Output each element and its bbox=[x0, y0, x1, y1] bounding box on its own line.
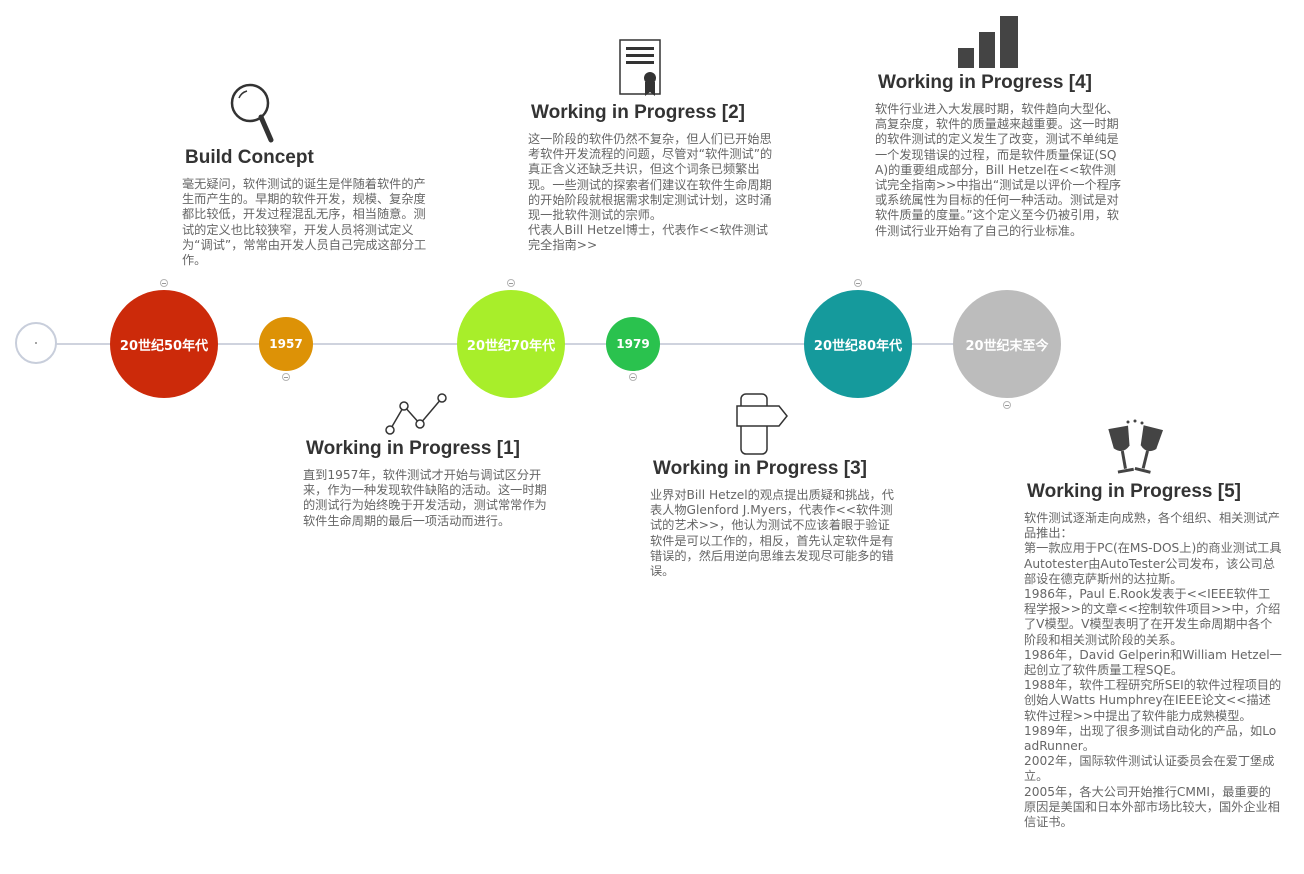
signpost-icon bbox=[736, 393, 788, 455]
certificate-icon bbox=[619, 39, 661, 96]
node-label: 1957 bbox=[269, 337, 303, 351]
card-text: 业界对Bill Hetzel的观点提出质疑和挑战，代表人物Glenford J.… bbox=[650, 488, 894, 579]
collapse-toggle-1957[interactable] bbox=[282, 373, 290, 381]
champagne-icon bbox=[1108, 419, 1164, 474]
card-text-line: 第一款应用于PC(在MS-DOS上)的商业测试工具Autotester由Auto… bbox=[1024, 541, 1282, 586]
card-title: Working in Progress [1] bbox=[306, 438, 520, 459]
line-chart-icon bbox=[385, 393, 447, 435]
collapse-toggle-1980s[interactable] bbox=[854, 279, 862, 287]
node-label: 20世纪80年代 bbox=[813, 338, 903, 354]
card-text-line: 1989年，出现了很多测试自动化的产品，如LoadRunner。 bbox=[1024, 723, 1277, 754]
card-text-line: 软件测试逐渐走向成熟，各个组织、相关测试产品推出： bbox=[1024, 511, 1280, 541]
card-wip-1: Working in Progress [1] 直到1957年，软件测试才开始与… bbox=[303, 438, 547, 529]
card-title: Working in Progress [2] bbox=[531, 102, 745, 123]
timeline-node-1957[interactable]: 1957 bbox=[259, 317, 313, 371]
card-text-representative: 代表人Bill Hetzel博士，代表作<<软件测试完全指南>> bbox=[528, 223, 768, 253]
timeline-start-dot bbox=[35, 342, 37, 344]
card-title: Working in Progress [4] bbox=[878, 72, 1092, 93]
card-text: 这一阶段的软件仍然不复杂，但人们已开始思考软件开发流程的问题，尽管对“软件测试”… bbox=[528, 132, 773, 223]
timeline-node-1970s[interactable]: 20世纪70年代 bbox=[457, 290, 565, 398]
collapse-toggle-1979[interactable] bbox=[629, 373, 637, 381]
card-text-line: 2005年，各大公司开始推行CMMI，最重要的原因是美国和日本外部市场比较大，国… bbox=[1024, 784, 1280, 830]
timeline-node-1950s[interactable]: 20世纪50年代 bbox=[110, 290, 218, 398]
card-text-line: 1986年，David Gelperin和William Hetzel一起创立了… bbox=[1024, 647, 1282, 678]
timeline-node-1979[interactable]: 1979 bbox=[606, 317, 660, 371]
timeline-node-late-century[interactable]: 20世纪末至今 bbox=[953, 290, 1061, 398]
card-text-line: 2002年，国际软件测试认证委员会在爱丁堡成立。 bbox=[1024, 754, 1275, 784]
timeline-node-1980s[interactable]: 20世纪80年代 bbox=[804, 290, 912, 398]
card-title: Working in Progress [3] bbox=[653, 458, 867, 479]
card-text: 毫无疑问，软件测试的诞生是伴随着软件的产生而产生的。早期的软件开发，规模、复杂度… bbox=[182, 177, 427, 268]
collapse-toggle-1950s[interactable] bbox=[160, 279, 168, 287]
node-label: 1979 bbox=[616, 337, 650, 351]
bar-chart-icon bbox=[958, 16, 1018, 68]
card-wip-2: Working in Progress [2] 这一阶段的软件仍然不复杂，但人们… bbox=[528, 102, 780, 254]
collapse-toggle-1970s[interactable] bbox=[507, 279, 515, 287]
card-title: Working in Progress [5] bbox=[1027, 481, 1241, 502]
card-text: 直到1957年，软件测试才开始与调试区分开来，作为一种发现软件缺陷的活动。这一时… bbox=[303, 468, 547, 528]
magnifier-icon bbox=[230, 83, 274, 143]
card-title: Build Concept bbox=[185, 147, 314, 168]
card-text-line: 1986年，Paul E.Rook发表于<<IEEE软件工程学报>>的文章<<控… bbox=[1024, 587, 1281, 647]
card-wip-3: Working in Progress [3] 业界对Bill Hetzel的观… bbox=[650, 458, 896, 579]
collapse-toggle-late-century[interactable] bbox=[1003, 401, 1011, 409]
node-label: 20世纪50年代 bbox=[119, 338, 209, 354]
card-text: 软件行业进入大发展时期，软件趋向大型化、高复杂度，软件的质量越来越重要。这一时期… bbox=[875, 102, 1122, 238]
node-label: 20世纪末至今 bbox=[965, 338, 1049, 354]
timeline-start-node[interactable] bbox=[15, 322, 57, 364]
card-wip-4: Working in Progress [4] 软件行业进入大发展时期，软件趋向… bbox=[875, 72, 1127, 239]
node-label: 20世纪70年代 bbox=[466, 338, 556, 354]
card-text-line: 1988年，软件工程研究所SEI的软件过程项目的创始人Watts Humphre… bbox=[1024, 678, 1282, 723]
card-build-concept: Build Concept 毫无疑问，软件测试的诞生是伴随着软件的产生而产生的。… bbox=[182, 147, 430, 268]
card-wip-5: Working in Progress [5] 软件测试逐渐走向成熟，各个组织、… bbox=[1024, 481, 1282, 830]
